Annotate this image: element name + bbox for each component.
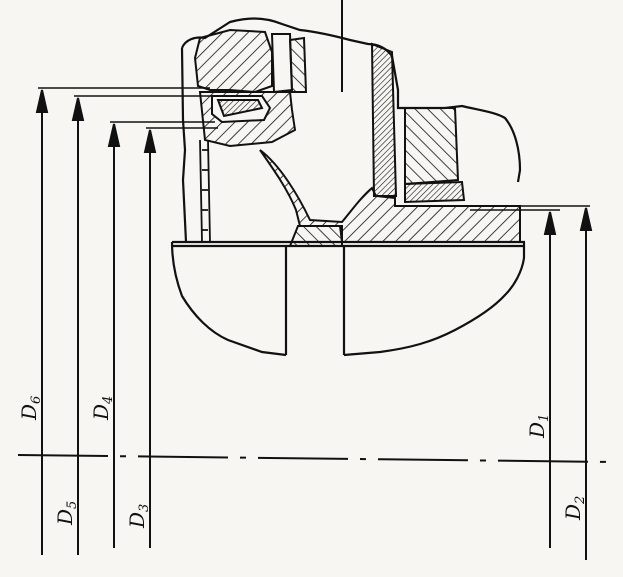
gland-ring [193,28,308,148]
label-d3: D3 [125,504,152,529]
svg-text:D4: D4 [89,396,116,421]
label-d2: D2 [561,496,588,521]
horizontal-axis [17,454,613,463]
svg-text:D5: D5 [53,501,80,526]
label-d4: D4 [89,396,116,421]
svg-text:D2: D2 [561,496,588,521]
sleeve-band [199,139,211,243]
extension-lines [38,87,590,211]
dimension-lines [35,89,593,560]
label-d5: D5 [53,501,80,526]
rotor-section [259,42,521,247]
svg-text:D3: D3 [125,504,152,529]
shaft-section [284,246,346,355]
label-d1: D1 [525,414,552,439]
label-d6: D6 [17,396,44,421]
svg-text:D6: D6 [17,396,44,421]
svg-text:D1: D1 [525,414,552,439]
